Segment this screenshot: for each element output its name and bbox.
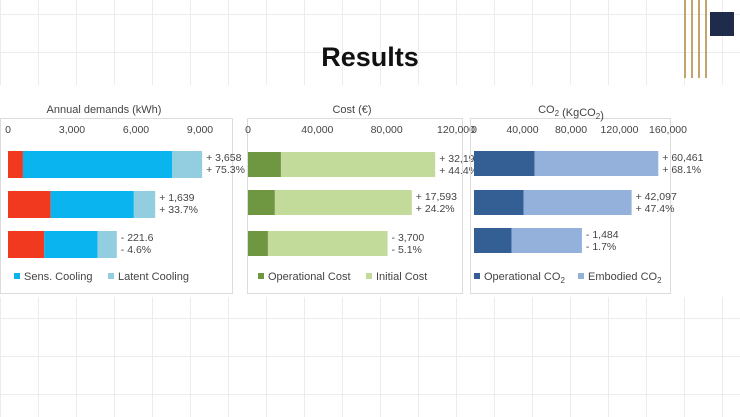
- annotation-delta: + 1,639: [159, 192, 194, 204]
- annotation-delta: + 3,658: [206, 152, 241, 164]
- bar-operational-cost: [248, 152, 281, 177]
- bar-operational-co2: [474, 190, 524, 215]
- annotation-percent: - 4.6%: [121, 244, 151, 256]
- annotation-delta: - 1,484: [586, 229, 619, 241]
- annotation-delta: - 221.6: [121, 232, 154, 244]
- annotation-percent: - 1.7%: [586, 241, 616, 253]
- annotation-percent: + 44.4%: [439, 165, 478, 177]
- bar-operational-cost: [248, 231, 268, 256]
- decorative-navy-square: [710, 12, 734, 36]
- bar-heating: [8, 191, 51, 218]
- tick-label: 0: [5, 124, 11, 136]
- tick-label: 40,000: [301, 124, 333, 136]
- legend-swatch: [366, 273, 372, 279]
- chart-frame-2: [247, 118, 463, 294]
- annotation-delta: + 60,461: [662, 152, 703, 164]
- annotation-percent: + 47.4%: [636, 203, 675, 215]
- slide-title: Results: [321, 42, 419, 72]
- bar-operational-co2: [474, 228, 512, 253]
- annotation-percent: + 24.2%: [416, 203, 455, 215]
- bar-embodied-co2: [511, 228, 582, 253]
- annotation-delta: + 17,593: [416, 191, 457, 203]
- chart-frame-1: [0, 118, 233, 294]
- annotation-percent: + 68.1%: [662, 164, 701, 176]
- tick-label: 3,000: [59, 124, 85, 136]
- chart-title-2: Cost (€): [332, 104, 371, 116]
- annotation-percent: + 75.3%: [206, 164, 245, 176]
- chart-frame-3: [470, 118, 671, 294]
- bar-embodied-co2: [534, 151, 659, 176]
- bar-initial-cost: [267, 231, 388, 256]
- legend-swatch: [14, 273, 20, 279]
- tick-label: 0: [471, 124, 477, 136]
- annotation-percent: + 33.7%: [159, 204, 198, 216]
- tick-label: 80,000: [371, 124, 403, 136]
- legend-swatch: [474, 273, 480, 279]
- tick-label: 9,000: [187, 124, 213, 136]
- bar-heating: [8, 231, 45, 258]
- tick-label: 80,000: [555, 124, 587, 136]
- legend-label: Embodied CO2: [588, 271, 662, 285]
- bar-operational-cost: [248, 190, 275, 215]
- bar-embodied-co2: [523, 190, 632, 215]
- bar-sens-cooling: [44, 231, 98, 258]
- tick-label: 6,000: [123, 124, 149, 136]
- legend-label: Operational Cost: [268, 271, 351, 283]
- chart-title-3: CO2 (KgCO2): [538, 104, 604, 122]
- tick-label: 120,000: [601, 124, 639, 136]
- annotation-delta: + 42,097: [636, 191, 677, 203]
- bar-initial-cost: [280, 152, 436, 177]
- tick-label: 40,000: [506, 124, 538, 136]
- bar-latent-cooling: [97, 231, 117, 258]
- tick-label: 120,000: [437, 124, 475, 136]
- legend-label: Sens. Cooling: [24, 271, 93, 283]
- legend-swatch: [258, 273, 264, 279]
- results-charts: Annual demands (kWh) 0 3,000 6,000 9,000 + 3,…: [0, 104, 704, 294]
- tick-label: 160,000: [649, 124, 687, 136]
- bar-sens-cooling: [50, 191, 134, 218]
- results-charts-panel: Annual demands (kWh) 0 3,000 6,000 9,000 + 3,…: [0, 85, 740, 297]
- tick-label: 0: [245, 124, 251, 136]
- bar-sens-cooling: [22, 151, 173, 178]
- annotation-delta: - 3,700: [392, 232, 425, 244]
- legend-swatch: [578, 273, 584, 279]
- bar-latent-cooling: [133, 191, 156, 218]
- bar-operational-co2: [474, 151, 535, 176]
- bar-latent-cooling: [172, 151, 203, 178]
- legend-label: Latent Cooling: [118, 271, 189, 283]
- legend-swatch: [108, 273, 114, 279]
- legend-label: Operational CO2: [484, 271, 565, 285]
- chart-title-1: Annual demands (kWh): [47, 104, 162, 116]
- annotation-percent: - 5.1%: [392, 244, 422, 256]
- bar-initial-cost: [274, 190, 412, 215]
- decorative-gold-lines: [684, 0, 708, 78]
- bar-heating: [8, 151, 23, 178]
- legend-label: Initial Cost: [376, 271, 427, 283]
